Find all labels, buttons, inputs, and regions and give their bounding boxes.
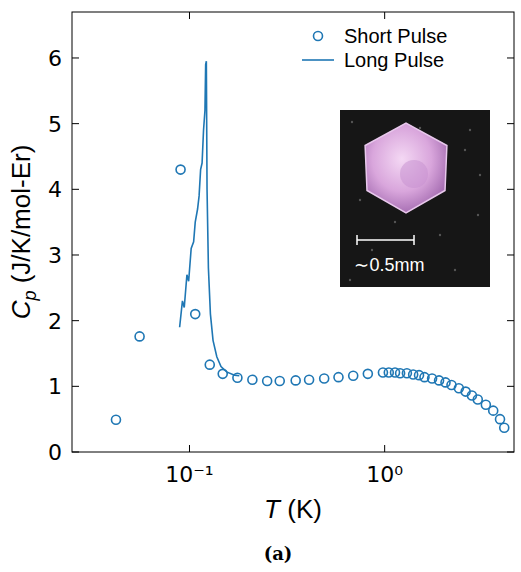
y-tick [72, 57, 79, 58]
short-pulse-point [263, 377, 272, 386]
scale-bar [357, 239, 414, 241]
short-pulse-point [205, 360, 214, 369]
photo-background [340, 110, 490, 287]
y-tick-right [507, 386, 514, 387]
x-axis-title: T (K) [264, 494, 322, 524]
x-tick-label: 10⁰ [366, 462, 403, 487]
y-tick-right [507, 254, 514, 255]
short-pulse-point [176, 165, 185, 174]
legend-line [302, 59, 334, 61]
short-pulse-point [500, 423, 509, 432]
short-pulse-point [111, 415, 120, 424]
legend-label: Short Pulse [344, 25, 447, 47]
caption: (a) [264, 543, 293, 564]
legend-marker [314, 32, 323, 41]
photo-speck [464, 149, 466, 151]
y-tick-label: 0 [48, 440, 62, 465]
photo-speck [439, 234, 441, 236]
photo-speck [419, 127, 421, 129]
x-tick-top [189, 12, 190, 19]
y-tick-right [507, 57, 514, 58]
legend-label: Long Pulse [344, 49, 444, 71]
short-pulse-point [135, 332, 144, 341]
short-pulse-point [496, 415, 505, 424]
y-tick-label: 1 [48, 374, 62, 399]
plot-frame [72, 12, 514, 452]
y-tick-label: 3 [48, 243, 62, 268]
y-tick-right [507, 452, 514, 453]
short-pulse-point [334, 373, 343, 382]
y-tick [72, 123, 79, 124]
short-pulse-point [248, 375, 257, 384]
scale-label: ∼0.5mm [354, 255, 424, 275]
y-tick [72, 189, 79, 190]
x-tick [384, 445, 385, 452]
photo-speck [454, 269, 456, 271]
scale-bar-end [413, 235, 415, 245]
short-pulse-point [191, 310, 200, 319]
y-tick-label: 6 [48, 46, 62, 71]
y-tick-label: 2 [48, 309, 62, 334]
short-pulse-point [275, 377, 284, 386]
photo-speck [349, 279, 351, 281]
photo-speck [359, 199, 361, 201]
x-tick-label: 10⁻¹ [165, 462, 213, 487]
x-tick-top [384, 12, 385, 19]
chart: ∼0.5mm 10⁻¹ 10⁰ 0 1 2 3 4 5 6 T (K) Cp (J/K/mol-Er)… [0, 0, 521, 572]
y-tick [72, 320, 79, 321]
y-tick [72, 254, 79, 255]
short-pulse-point [305, 375, 314, 384]
y-tick [72, 452, 79, 453]
short-pulse-point [415, 371, 424, 380]
inset-photo: ∼0.5mm [340, 110, 490, 287]
y-axis-title: Cp (J/K/mol-Er) [6, 145, 40, 320]
crystal-facet [400, 160, 428, 188]
y-tick-right [507, 189, 514, 190]
long-pulse-line [180, 61, 240, 376]
crystal [365, 123, 447, 213]
legend: Short PulseLong Pulse [302, 25, 447, 71]
photo-speck [477, 214, 479, 216]
short-pulse-point [489, 406, 498, 415]
y-tick-label: 4 [48, 177, 62, 202]
photo-speck [479, 174, 481, 176]
short-pulse-point [363, 369, 372, 378]
y-tick-right [507, 123, 514, 124]
scale-bar-end [356, 235, 358, 245]
data-marks [111, 61, 508, 432]
y-tick-label: 5 [48, 112, 62, 137]
photo-speck [371, 249, 373, 251]
photo-speck [469, 129, 471, 131]
photo-speck [351, 121, 353, 123]
y-tick [72, 386, 79, 387]
x-tick [189, 445, 190, 452]
short-pulse-point [291, 376, 300, 385]
short-pulse-point [320, 374, 329, 383]
short-pulse-point [402, 369, 411, 378]
short-pulse-point [473, 395, 482, 404]
y-tick-right [507, 320, 514, 321]
photo-speck [394, 221, 396, 223]
short-pulse-point [349, 371, 358, 380]
